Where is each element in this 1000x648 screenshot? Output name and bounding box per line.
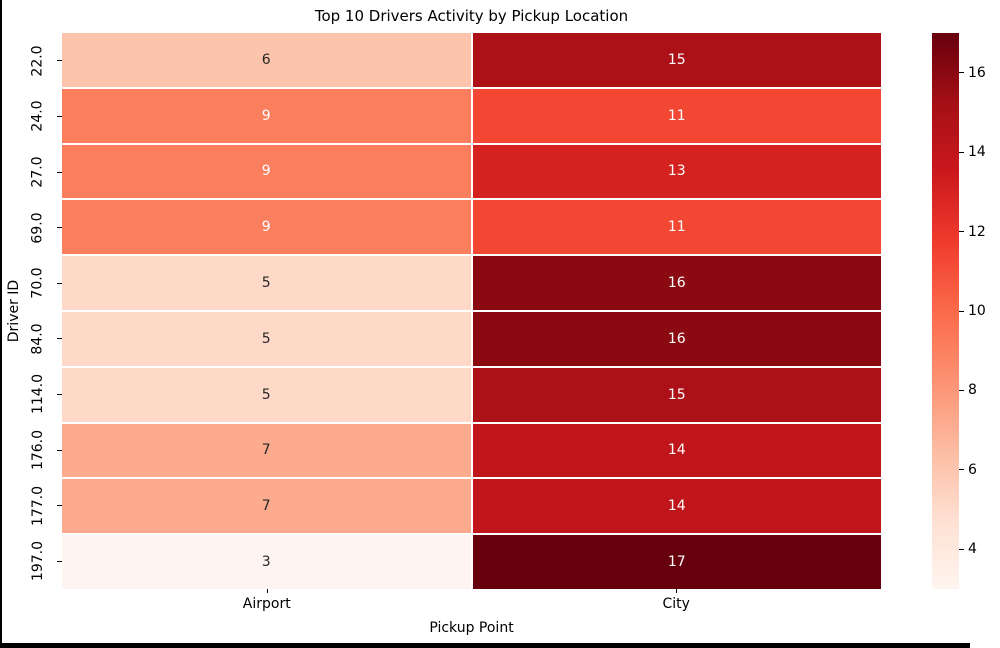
y-tick-mark: [57, 60, 62, 62]
y-tick-label-text: 70.0: [30, 267, 47, 299]
cell-value: 11: [667, 107, 686, 124]
window-edge-left: [0, 0, 2, 648]
x-tick-mark: [676, 589, 678, 593]
y-tick-label: 197.0: [30, 531, 46, 591]
cell-value: 15: [667, 51, 686, 68]
y-tick-label-text: 22.0: [30, 45, 47, 77]
y-tick-mark: [57, 227, 62, 229]
y-tick-label: 177.0: [30, 476, 46, 536]
colorbar: [932, 33, 959, 589]
y-tick-label-text: 69.0: [30, 212, 47, 244]
y-tick-label: 176.0: [30, 420, 46, 480]
cell-value: 7: [261, 498, 271, 515]
x-tick-label: City: [662, 596, 690, 612]
heatmap-cell: 14: [472, 479, 881, 534]
cell-value: 9: [261, 219, 271, 236]
heatmap-cell: 6: [62, 33, 471, 87]
heatmap-cell: 5: [62, 311, 471, 366]
y-tick-label: 69.0: [30, 198, 46, 258]
x-axis-label: Pickup Point: [429, 620, 514, 636]
y-tick-mark: [57, 282, 62, 284]
heatmap-cell: 15: [472, 33, 881, 87]
y-tick-label: 24.0: [30, 86, 46, 146]
colorbar-tick-mark: [959, 72, 964, 74]
heatmap-cell: 13: [472, 144, 881, 199]
cell-value: 15: [667, 386, 686, 403]
colorbar-tick-label: 6: [968, 461, 977, 478]
y-tick-label-text: 27.0: [30, 156, 47, 188]
chart-title: Top 10 Drivers Activity by Pickup Locati…: [314, 7, 629, 25]
colorbar-tick-mark: [959, 469, 964, 471]
y-tick-label-text: 197.0: [30, 541, 46, 582]
cell-value: 16: [667, 275, 686, 292]
heatmap-cell: 7: [62, 423, 471, 478]
y-tick-mark: [57, 338, 62, 340]
x-tick-mark: [266, 589, 268, 593]
y-tick-label: 114.0: [30, 364, 46, 424]
colorbar-tick-label: 10: [968, 303, 986, 319]
cell-value: 9: [261, 163, 271, 180]
y-tick-mark: [57, 505, 62, 507]
heatmap-cell: 16: [472, 311, 881, 366]
y-tick-label: 84.0: [30, 309, 46, 369]
y-tick-mark: [57, 393, 62, 395]
y-tick-label-text: 24.0: [30, 100, 47, 132]
cell-value: 14: [667, 442, 686, 459]
heatmap-cell: 5: [62, 367, 471, 422]
colorbar-tick-mark: [959, 151, 964, 153]
heatmap-cell: 7: [62, 479, 471, 534]
heatmap-cell: 14: [472, 423, 881, 478]
y-axis-label-text: Driver ID: [6, 279, 23, 343]
window-edge-bottom: [0, 643, 970, 648]
colorbar-tick-mark: [959, 231, 964, 233]
heatmap-cell: 9: [62, 88, 471, 143]
y-tick-label-text: 114.0: [30, 374, 46, 415]
y-tick-mark: [57, 171, 62, 173]
heatmap-cell: 3: [62, 535, 471, 589]
heatmap-cell: 11: [472, 200, 881, 255]
cell-value: 9: [261, 107, 271, 124]
cell-value: 3: [261, 554, 271, 571]
colorbar-tick-label: 4: [968, 541, 977, 558]
y-tick-label: 27.0: [30, 142, 46, 202]
y-tick-mark: [57, 115, 62, 117]
cell-value: 5: [261, 386, 271, 403]
heatmap-cell: 17: [472, 535, 881, 589]
colorbar-tick-label: 14: [968, 144, 986, 161]
y-tick-label-text: 176.0: [30, 429, 46, 471]
heatmap-cell: 5: [62, 256, 471, 310]
y-tick-label: 22.0: [30, 31, 46, 91]
y-tick-mark: [57, 560, 62, 562]
colorbar-tick-label: 16: [968, 64, 986, 81]
heatmap-cell: 9: [62, 144, 471, 199]
heatmap-cell: 16: [472, 256, 881, 310]
y-tick-mark: [57, 449, 62, 451]
heatmap-grid: 6 15 9 11 9 13 9 11 5 16 5 16 5 15 7 14 7 14 3 17: [62, 33, 881, 589]
colorbar-tick-label: 8: [968, 382, 977, 399]
colorbar-tick-mark: [959, 389, 964, 391]
cell-value: 7: [261, 442, 271, 459]
cell-value: 6: [261, 51, 271, 68]
cell-value: 11: [667, 219, 686, 236]
y-tick-label-text: 84.0: [30, 323, 47, 355]
colorbar-tick-mark: [959, 548, 964, 550]
colorbar-tick-mark: [959, 310, 964, 312]
cell-value: 14: [667, 498, 686, 515]
heatmap-cell: 11: [472, 88, 881, 143]
cell-value: 5: [261, 330, 271, 347]
cell-value: 16: [667, 330, 686, 347]
cell-value: 13: [667, 163, 686, 180]
y-axis-label: Driver ID: [6, 261, 22, 361]
cell-value: 5: [261, 275, 271, 292]
heatmap-cell: 9: [62, 200, 471, 255]
cell-value: 17: [667, 554, 686, 571]
heatmap-cell: 15: [472, 367, 881, 422]
y-tick-label: 70.0: [30, 253, 46, 313]
colorbar-tick-label: 12: [968, 223, 986, 240]
y-tick-label-text: 177.0: [30, 485, 46, 526]
x-tick-label: Airport: [242, 596, 291, 612]
